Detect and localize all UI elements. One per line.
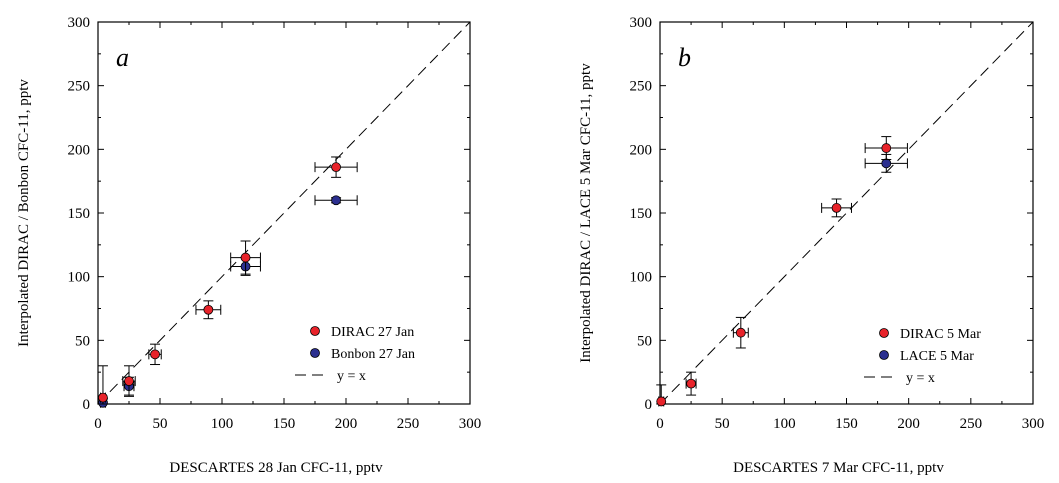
- x-tick-label: 200: [335, 416, 358, 432]
- data-point-dirac-27-jan: [98, 392, 108, 403]
- panel-letter: b: [678, 43, 691, 72]
- data-point-dirac-5-mar: [831, 203, 842, 213]
- panel-letter: a: [116, 43, 129, 72]
- y-tick-label: 250: [68, 79, 91, 95]
- y-tick-label: 250: [630, 79, 653, 95]
- x-tick-label: 300: [459, 416, 482, 432]
- plot-frame: [659, 21, 1034, 405]
- legend-marker: [310, 326, 320, 336]
- legend-marker: [879, 350, 889, 360]
- chart-panel-a: 0 50 100 150 200 250 300 0 50 100 150 200 250 300 DESC…: [16, 15, 481, 476]
- y-tick-label: 150: [630, 206, 653, 222]
- y-tick-label: 100: [68, 270, 91, 286]
- x-axis-title: DESCARTES 28 Jan CFC-11, pptv: [169, 460, 383, 476]
- x-tick-label: 100: [773, 416, 796, 432]
- legend-label: y = x: [337, 369, 366, 384]
- x-tick-label: 0: [656, 416, 664, 432]
- x-tick-label: 100: [211, 416, 234, 432]
- x-tick-label: 150: [273, 416, 296, 432]
- reference-line: [97, 21, 471, 405]
- y-tick-label: 50: [637, 333, 652, 349]
- y-tick-label: 300: [68, 15, 91, 31]
- x-tick-label: 50: [715, 416, 730, 432]
- x-tick-label: 300: [1022, 416, 1045, 432]
- legend-marker: [879, 328, 889, 338]
- y-tick-label: 100: [630, 270, 653, 286]
- data-point-dirac-27-jan: [150, 349, 160, 360]
- data-point-dirac-5-mar: [881, 143, 892, 153]
- x-tick-label: 150: [835, 416, 858, 432]
- x-tick-label: 50: [153, 416, 168, 432]
- data-point-dirac-5-mar: [656, 396, 667, 407]
- y-tick-label: 0: [645, 397, 653, 413]
- data-point-dirac-5-mar: [686, 378, 696, 389]
- reference-line: [659, 21, 1034, 405]
- chart-panel-b: 0 50 100 150 200 250 300 0 50 100 150 200 250 300 DESC…: [578, 15, 1044, 476]
- data-point-dirac-27-jan: [203, 304, 214, 315]
- y-tick-label: 50: [75, 333, 90, 349]
- data-point-dirac-27-jan: [124, 376, 134, 386]
- data-point-dirac-27-jan: [240, 252, 251, 263]
- legend-marker: [310, 348, 320, 358]
- legend-label: DIRAC 5 Mar: [900, 327, 981, 342]
- data-point-bonbon-27-jan: [331, 195, 341, 206]
- x-axis-title: DESCARTES 7 Mar CFC-11, pptv: [733, 460, 944, 476]
- data-point-dirac-27-jan: [331, 162, 341, 173]
- y-axis-title: Interpolated DIRAC / Bonbon CFC-11, pptv: [16, 79, 32, 347]
- legend-label: DIRAC 27 Jan: [331, 325, 414, 340]
- y-tick-label: 300: [630, 15, 653, 31]
- data-point-dirac-5-mar: [735, 327, 746, 338]
- x-tick-label: 250: [397, 416, 420, 432]
- legend-label: LACE 5 Mar: [900, 349, 974, 364]
- x-tick-label: 0: [94, 416, 102, 432]
- y-axis-title: Interpolated DIRAC / LACE 5 Mar CFC-11, …: [578, 63, 594, 363]
- y-tick-label: 0: [83, 397, 91, 413]
- x-tick-label: 200: [897, 416, 920, 432]
- y-tick-label: 200: [630, 142, 653, 158]
- x-tick-label: 250: [960, 416, 983, 432]
- data-point-lace-5-mar: [881, 158, 892, 169]
- legend-label: Bonbon 27 Jan: [331, 347, 415, 362]
- y-tick-label: 150: [68, 206, 91, 222]
- y-tick-label: 200: [68, 142, 91, 158]
- legend-label: y = x: [906, 371, 935, 386]
